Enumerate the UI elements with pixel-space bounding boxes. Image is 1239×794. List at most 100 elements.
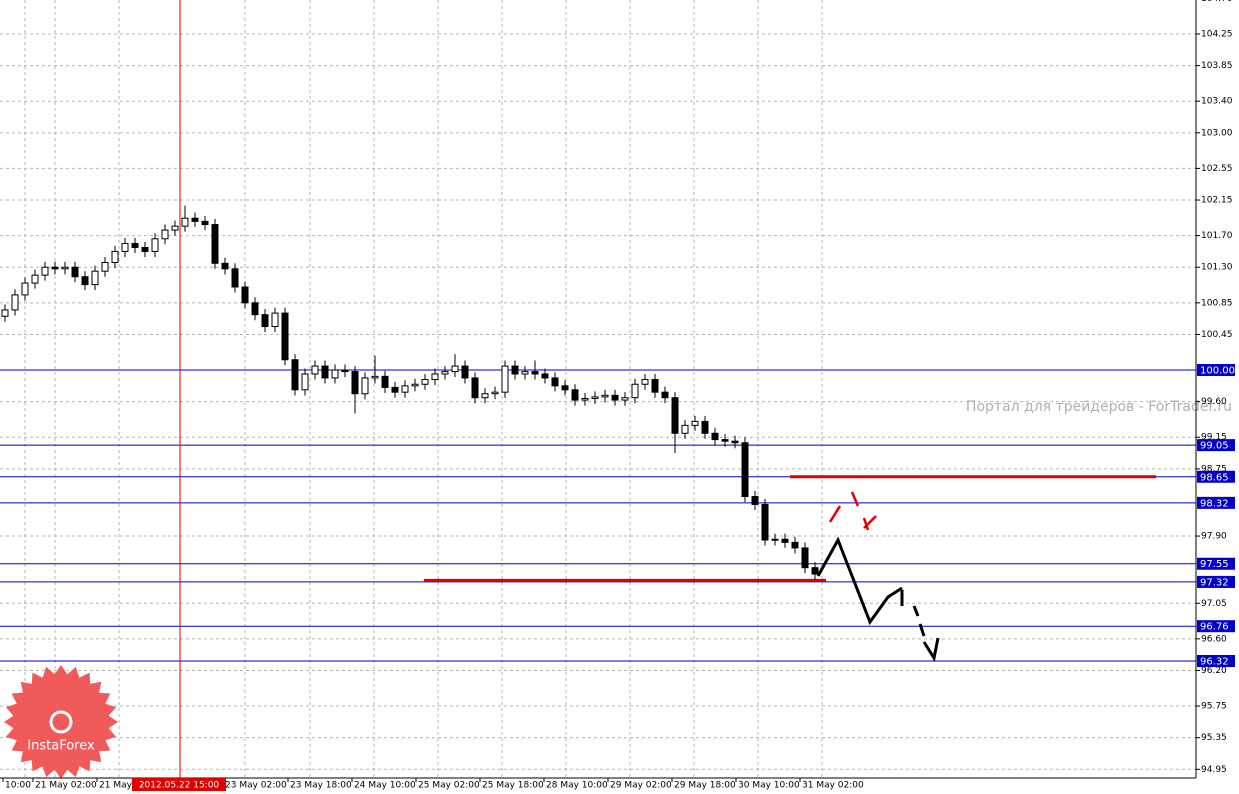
cursor-label: 2012.05.22 15:00 [139,781,220,791]
candle-body [661,391,669,399]
x-tick-label: 25 May 02:00 [418,781,480,791]
candle-body [791,541,799,549]
x-tick-label: 30 May 10:00 [738,781,800,791]
y-tick-label: 101.70 [1201,231,1233,241]
forecast-dash [900,590,940,662]
level-box [1197,654,1235,667]
candle-body [141,246,149,252]
level-box [1197,470,1235,483]
candle-body [331,369,339,379]
logo-text: InstaForex [27,739,95,754]
candle-body [571,389,579,401]
candle-body [721,439,729,442]
candle-body [91,270,99,286]
logo: InstaForex [4,665,118,779]
candle-body [351,371,359,395]
candle-body [441,371,449,375]
candle-body [771,538,779,541]
candle-body [11,294,19,311]
candle-body [591,396,599,399]
x-tick-label: 29 May 18:00 [674,781,736,791]
candle-body [181,217,189,227]
candle-body [31,274,39,284]
candle-body [781,538,789,543]
levels [0,369,1196,662]
y-tick-label: 103.40 [1201,97,1233,107]
logo-badge [4,665,118,779]
candle-body [131,243,139,248]
candle-body [81,276,89,286]
candle-body [651,379,659,393]
y-tick-label: 94.95 [1201,765,1227,775]
level-box [1197,620,1235,633]
candle-body [301,373,309,391]
candle-body [501,365,509,393]
y-tick-label: 96.60 [1201,634,1227,644]
candle-body [531,371,539,375]
forecast-path [816,536,903,626]
candle-body [311,365,319,375]
candle-body [521,371,529,375]
candle-body [411,383,419,387]
level-label: 96.32 [1200,656,1229,667]
y-tick-label: 96.20 [1201,666,1227,676]
candle-body [171,225,179,231]
candle-body [281,312,289,361]
candle-body [151,238,159,252]
candle-body [511,365,519,375]
level-label: 99.05 [1200,441,1229,452]
candle-body [471,377,479,399]
candle-body [21,282,29,296]
candle-body [711,432,719,441]
y-tick-label: 103.85 [1201,61,1233,71]
candle-body [701,420,709,434]
y-tick-label: 97.05 [1201,599,1227,609]
level-label: 98.65 [1200,472,1229,483]
y-tick-label: 100.85 [1201,298,1233,308]
candle-body [291,359,299,391]
y-tick-label: 99.15 [1201,433,1227,443]
candle-body [421,379,429,385]
y-tick-label: 103.00 [1201,128,1233,138]
y-tick-label: 101.30 [1201,263,1233,273]
candles [1,205,819,580]
candle-body [391,386,399,393]
y-tick-label: 99.60 [1201,397,1227,407]
x-tick-label: 28 May 10:00 [546,781,608,791]
x-tick-label: 23 May 02:00 [225,781,287,791]
y-tick-label: 100.45 [1201,330,1233,340]
candle-body [41,266,49,276]
level-label: 100.00 [1200,366,1235,377]
candle-body [371,375,379,379]
candle-body [161,229,169,240]
candle-body [461,365,469,379]
y-tick-label: 104.25 [1201,29,1233,39]
candle-body [321,365,329,379]
candle-body [1,309,9,317]
candle-body [341,369,349,373]
candle-body [261,314,269,328]
candle-body [611,394,619,401]
candle-body [631,383,639,399]
candle-body [801,547,809,569]
candle-body [601,394,609,398]
y-tick-label: 104.70 [1201,0,1233,4]
candle-body [231,268,239,288]
level-box [1197,364,1235,377]
candle-body [551,377,559,387]
candle-body [691,420,699,426]
x-tick-label: 21 May 18:00 [99,781,161,791]
y-tick-label: 102.55 [1201,164,1233,174]
candle-body [401,385,409,393]
x-tick-label: 10:00 [5,781,31,791]
candle-body [381,375,389,388]
y-tick-label: 95.75 [1201,702,1227,712]
y-tick-label: 98.75 [1201,464,1227,474]
level-label: 98.32 [1200,498,1229,509]
forecast-red [828,491,877,531]
watermark: Портал для трейдеров - ForTrader.ru [966,399,1232,415]
cursor-box [132,778,226,791]
candle-body [541,373,549,379]
